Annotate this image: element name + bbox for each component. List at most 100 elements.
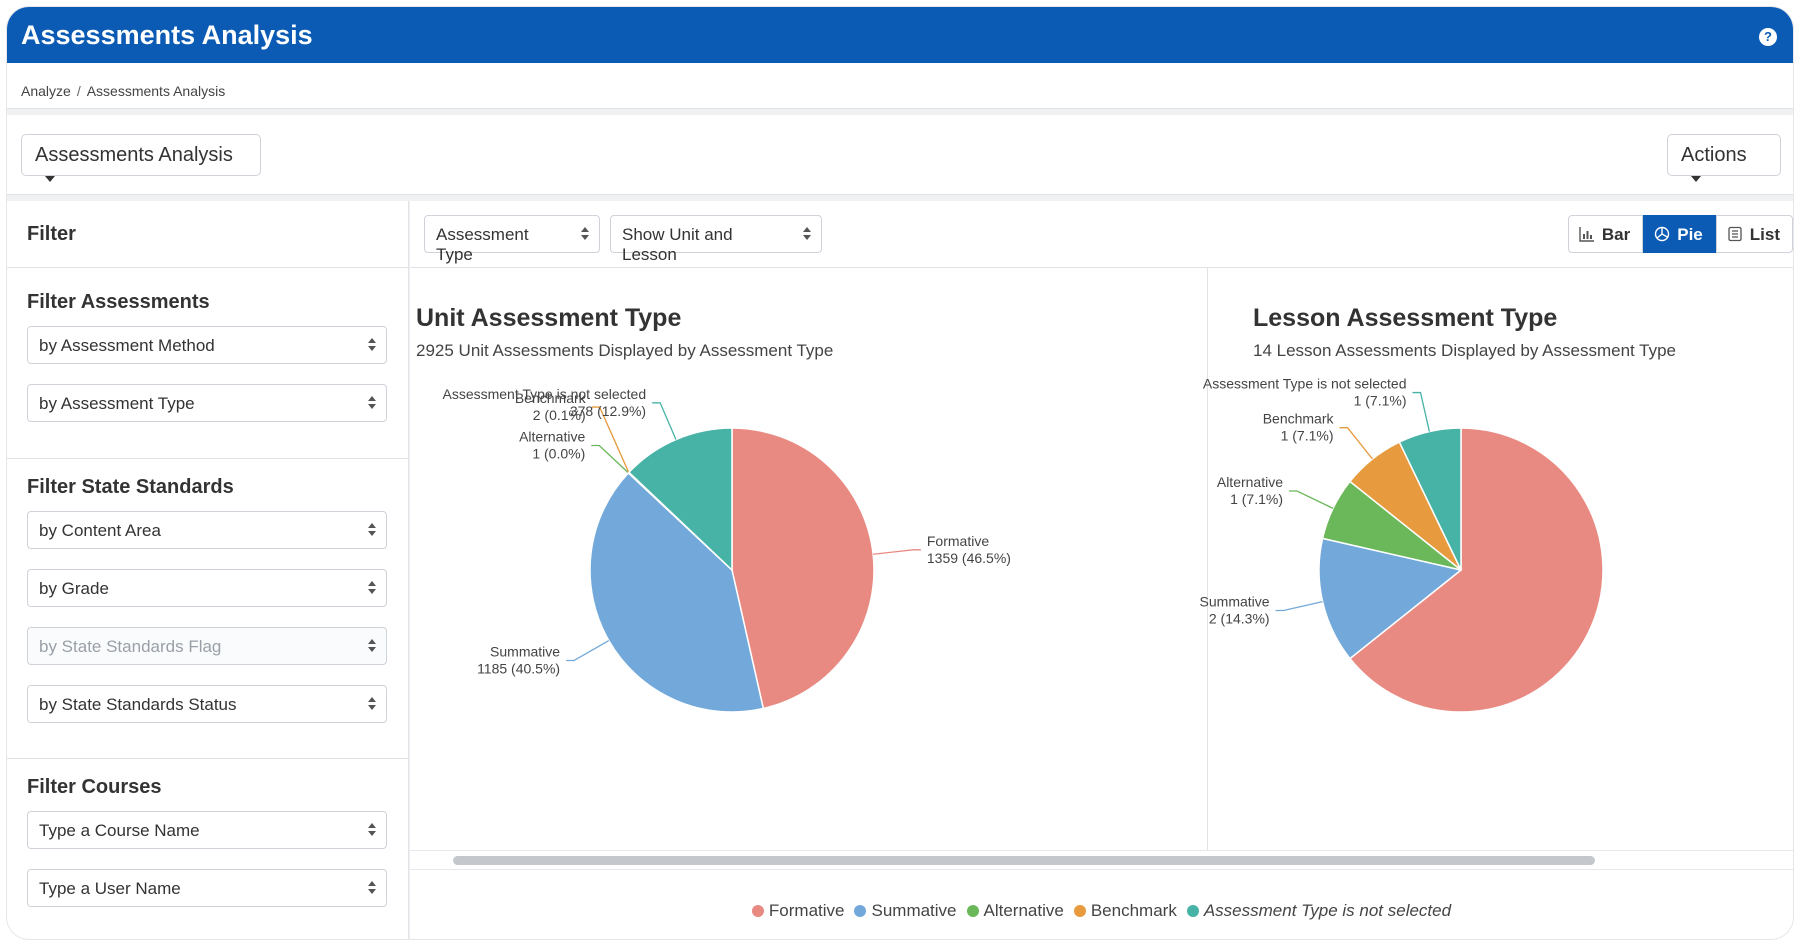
updown-icon [368, 823, 376, 837]
lesson-chart-title: Lesson Assessment Type [1253, 304, 1558, 332]
updown-icon [368, 523, 376, 537]
select-label: by Content Area [39, 521, 161, 540]
legend-item[interactable]: Alternative [966, 901, 1064, 921]
page-toolbar: Assessments Analysis Actions [7, 115, 1793, 195]
pie-slice-summative[interactable] [589, 471, 765, 713]
slice-value-label: 1 (7.1%) [1354, 393, 1407, 409]
content-area-select[interactable]: by Content Area [27, 511, 387, 549]
scrollbar-thumb[interactable] [453, 856, 1595, 865]
legend-dot-icon [751, 905, 764, 917]
grade-select[interactable]: by Grade [27, 569, 387, 607]
slice-value-label: 1 (7.1%) [1281, 428, 1334, 444]
view-bar-label: Bar [1601, 225, 1631, 244]
pie-slice-summative[interactable] [1318, 537, 1463, 660]
leader-line [566, 640, 610, 662]
breadcrumb: Analyze / Assessments Analysis [7, 63, 1793, 109]
filter-header: Filter [7, 201, 409, 268]
filter-state-standards-title: Filter State Standards [27, 476, 234, 498]
legend-item[interactable]: Formative [751, 901, 845, 921]
horizontal-scrollbar[interactable] [410, 850, 1793, 870]
divider [7, 458, 409, 459]
pie-slice-formative[interactable] [1348, 427, 1604, 713]
user-name-select[interactable]: Type a User Name [27, 869, 387, 907]
panel-divider [1207, 268, 1208, 850]
slice-value-label: 2 (14.3%) [1209, 610, 1270, 626]
select-label: by Assessment Type [39, 394, 195, 413]
app-window: Assessments Analysis ? Analyze / Assessmen… [7, 7, 1793, 939]
group-by-select[interactable]: Assessment Type [424, 215, 600, 264]
actions-button[interactable]: Actions [1667, 134, 1781, 182]
slice-value-label: 1 (7.1%) [1230, 491, 1283, 507]
select-label: by Grade [39, 579, 109, 598]
leader-line [1275, 600, 1323, 612]
leader-line [652, 402, 677, 440]
slice-label: Summative [1200, 593, 1270, 609]
slice-value-label: 378 (12.9%) [570, 403, 646, 419]
legend-item[interactable]: Benchmark [1073, 901, 1177, 921]
slice-value-label: 2 (0.1%) [533, 407, 586, 423]
leader-line [591, 444, 629, 474]
filter-sidebar: Filter Filter Assessments by Assessment … [7, 201, 409, 939]
slice-label: Formative [927, 533, 989, 549]
lesson-chart-subtitle: 14 Lesson Assessments Displayed by Asses… [1253, 341, 1677, 360]
caret-down-icon [45, 175, 55, 182]
slice-label: Benchmark [1263, 411, 1335, 427]
state-standards-flag-select: by State Standards Flag [27, 627, 387, 665]
course-name-select[interactable]: Type a Course Name [27, 811, 387, 849]
slice-label: Benchmark [515, 390, 587, 406]
slice-label: Assessment Type is not selected [442, 386, 646, 402]
legend-dot-icon [854, 905, 867, 917]
view-pie-label: Pie [1677, 225, 1703, 244]
page-title: Assessments Analysis [21, 20, 313, 50]
breadcrumb-separator: / [76, 83, 81, 99]
unit-chart-title: Unit Assessment Type [416, 304, 682, 332]
view-list-label: List [1749, 225, 1780, 244]
legend-label: Formative [768, 901, 845, 920]
slice-label: Assessment Type is not selected [1203, 376, 1407, 392]
legend-item[interactable]: Summative [854, 901, 957, 921]
show-select[interactable]: Show Unit and Lesson [610, 215, 822, 264]
select-label: by Assessment Method [39, 336, 215, 355]
assessment-type-select[interactable]: by Assessment Type [27, 384, 387, 422]
help-icon[interactable]: ? [1759, 28, 1777, 46]
assessment-method-select[interactable]: by Assessment Method [27, 326, 387, 364]
list-icon [1728, 226, 1742, 242]
divider [7, 758, 409, 759]
select-label: by State Standards Flag [39, 637, 222, 656]
slice-label: Summative [490, 643, 560, 659]
updown-icon [581, 227, 589, 241]
actions-label: Actions [1681, 144, 1747, 166]
leader-line [1412, 391, 1431, 432]
bar-chart-icon [1579, 227, 1594, 242]
slice-value-label: 1359 (46.5%) [927, 550, 1011, 566]
slice-label: Alternative [1217, 474, 1283, 490]
slice-label: Alternative [519, 428, 585, 444]
legend-label: Summative [871, 901, 957, 920]
pie-slice-assessment-type-is-not-selected[interactable] [1398, 427, 1462, 571]
select-label: Assessment Type [436, 225, 529, 264]
leader-line [591, 406, 630, 473]
report-select-button[interactable]: Assessments Analysis [21, 134, 261, 182]
breadcrumb-analyze[interactable]: Analyze [21, 83, 71, 99]
breadcrumb-current: Assessments Analysis [86, 83, 226, 99]
leader-line [1339, 427, 1373, 460]
filter-assessments-title: Filter Assessments [27, 291, 210, 313]
slice-value-label: 1 (0.0%) [532, 445, 585, 461]
updown-icon [368, 396, 376, 410]
state-standards-status-select[interactable]: by State Standards Status [27, 685, 387, 723]
legend-dot-icon [966, 905, 979, 917]
legend-item[interactable]: Assessment Type is not selected [1186, 901, 1451, 921]
select-label: Show Unit and Lesson [622, 225, 733, 264]
updown-icon [368, 581, 376, 595]
leader-line [1289, 490, 1334, 509]
report-select-label: Assessments Analysis [35, 144, 233, 166]
view-list-button[interactable]: List [1715, 215, 1793, 253]
app-header: Assessments Analysis ? [7, 7, 1793, 63]
view-bar-button[interactable]: Bar [1567, 215, 1644, 253]
legend-dot-icon [1073, 905, 1086, 917]
select-label: Type a User Name [39, 879, 181, 898]
chart-legend: Formative Summative Alternative Benchmark As… [410, 901, 1793, 922]
view-pie-button[interactable]: Pie [1643, 215, 1716, 253]
legend-label: Benchmark [1090, 901, 1177, 920]
